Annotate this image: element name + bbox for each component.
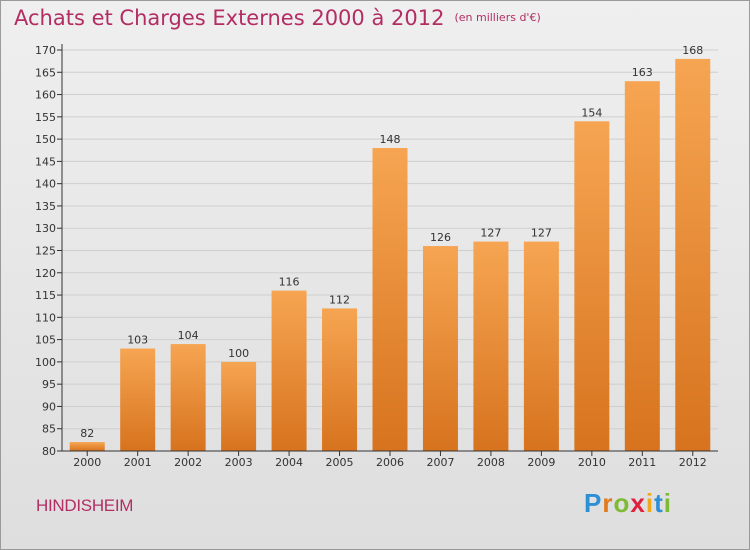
y-tick-label: 90 bbox=[42, 400, 56, 413]
x-tick-label: 2003 bbox=[225, 456, 253, 469]
data-labels: 82 103 104 100 116 112 148 126 127 127 154 163 168 bbox=[80, 44, 703, 440]
x-tick-label: 2009 bbox=[527, 456, 555, 469]
logo-letter: i bbox=[645, 488, 655, 518]
y-tick-label: 160 bbox=[35, 89, 56, 102]
y-tick-label: 100 bbox=[35, 356, 56, 369]
logo-letter: t bbox=[654, 488, 664, 518]
x-tick-label: 2007 bbox=[426, 456, 454, 469]
data-label: 126 bbox=[430, 231, 451, 244]
x-tick-label: 2001 bbox=[124, 456, 152, 469]
data-label: 168 bbox=[682, 44, 703, 57]
bar bbox=[170, 344, 206, 451]
data-label: 112 bbox=[329, 293, 350, 306]
y-tick-label: 110 bbox=[35, 311, 56, 324]
y-tick-label: 145 bbox=[35, 155, 56, 168]
chart-subtitle: (en milliers d'€) bbox=[454, 11, 541, 24]
x-tick-label: 2011 bbox=[628, 456, 656, 469]
bar bbox=[322, 308, 358, 451]
bar bbox=[473, 241, 509, 451]
y-tick-label: 165 bbox=[35, 66, 56, 79]
data-label: 127 bbox=[480, 227, 501, 240]
y-tick-label: 120 bbox=[35, 267, 56, 280]
y-tick-label: 85 bbox=[42, 423, 56, 436]
logo-letter: x bbox=[630, 488, 646, 518]
y-tick-label: 95 bbox=[42, 378, 56, 391]
bar bbox=[120, 348, 156, 451]
x-ticks: 2000 2001 2002 2003 2004 2005 2006 2007 2008 2009… bbox=[73, 451, 707, 469]
y-ticks: 80 85 90 95 100 105 110 115 120 125 130 135 140 145 15… bbox=[35, 44, 62, 458]
bar bbox=[422, 246, 458, 451]
logo-letter: P bbox=[584, 488, 603, 518]
y-tick-label: 80 bbox=[42, 445, 56, 458]
bar bbox=[372, 148, 408, 451]
logo-letter: o bbox=[613, 488, 631, 518]
bar bbox=[69, 442, 105, 451]
chart-title-text: Achats et Charges Externes 2000 à 2012 bbox=[14, 6, 445, 30]
y-tick-label: 170 bbox=[35, 44, 56, 57]
x-tick-label: 2012 bbox=[679, 456, 707, 469]
x-tick-label: 2002 bbox=[174, 456, 202, 469]
bar bbox=[675, 58, 711, 452]
logo-letter: r bbox=[602, 488, 614, 518]
y-tick-label: 140 bbox=[35, 178, 56, 191]
data-label: 127 bbox=[531, 227, 552, 240]
y-tick-label: 155 bbox=[35, 111, 56, 124]
bar bbox=[574, 121, 610, 452]
y-tick-label: 115 bbox=[35, 289, 56, 302]
data-label: 103 bbox=[127, 334, 148, 347]
town-name: HINDISHEIM bbox=[36, 496, 134, 515]
bar bbox=[523, 241, 559, 451]
y-tick-label: 150 bbox=[35, 133, 56, 146]
data-label: 163 bbox=[632, 66, 653, 79]
x-tick-label: 2010 bbox=[578, 456, 606, 469]
proxiti-logo: Proxiti bbox=[584, 488, 672, 519]
data-label: 104 bbox=[178, 329, 199, 342]
x-tick-label: 2005 bbox=[326, 456, 354, 469]
data-label: 82 bbox=[80, 427, 94, 440]
x-tick-label: 2000 bbox=[73, 456, 101, 469]
y-tick-label: 105 bbox=[35, 334, 56, 347]
x-tick-label: 2004 bbox=[275, 456, 303, 469]
data-label: 100 bbox=[228, 347, 249, 360]
chart-title: Achats et Charges Externes 2000 à 2012 (e… bbox=[14, 6, 541, 30]
data-label: 116 bbox=[279, 276, 300, 289]
y-tick-label: 125 bbox=[35, 245, 56, 258]
bar bbox=[271, 290, 307, 451]
bar bbox=[221, 361, 257, 451]
data-label: 154 bbox=[581, 106, 602, 119]
logo-letter: i bbox=[663, 488, 672, 518]
bar bbox=[624, 81, 660, 451]
data-label: 148 bbox=[380, 133, 401, 146]
x-tick-label: 2006 bbox=[376, 456, 404, 469]
y-tick-label: 135 bbox=[35, 200, 56, 213]
x-tick-label: 2008 bbox=[477, 456, 505, 469]
y-tick-label: 130 bbox=[35, 222, 56, 235]
bars bbox=[69, 58, 711, 452]
